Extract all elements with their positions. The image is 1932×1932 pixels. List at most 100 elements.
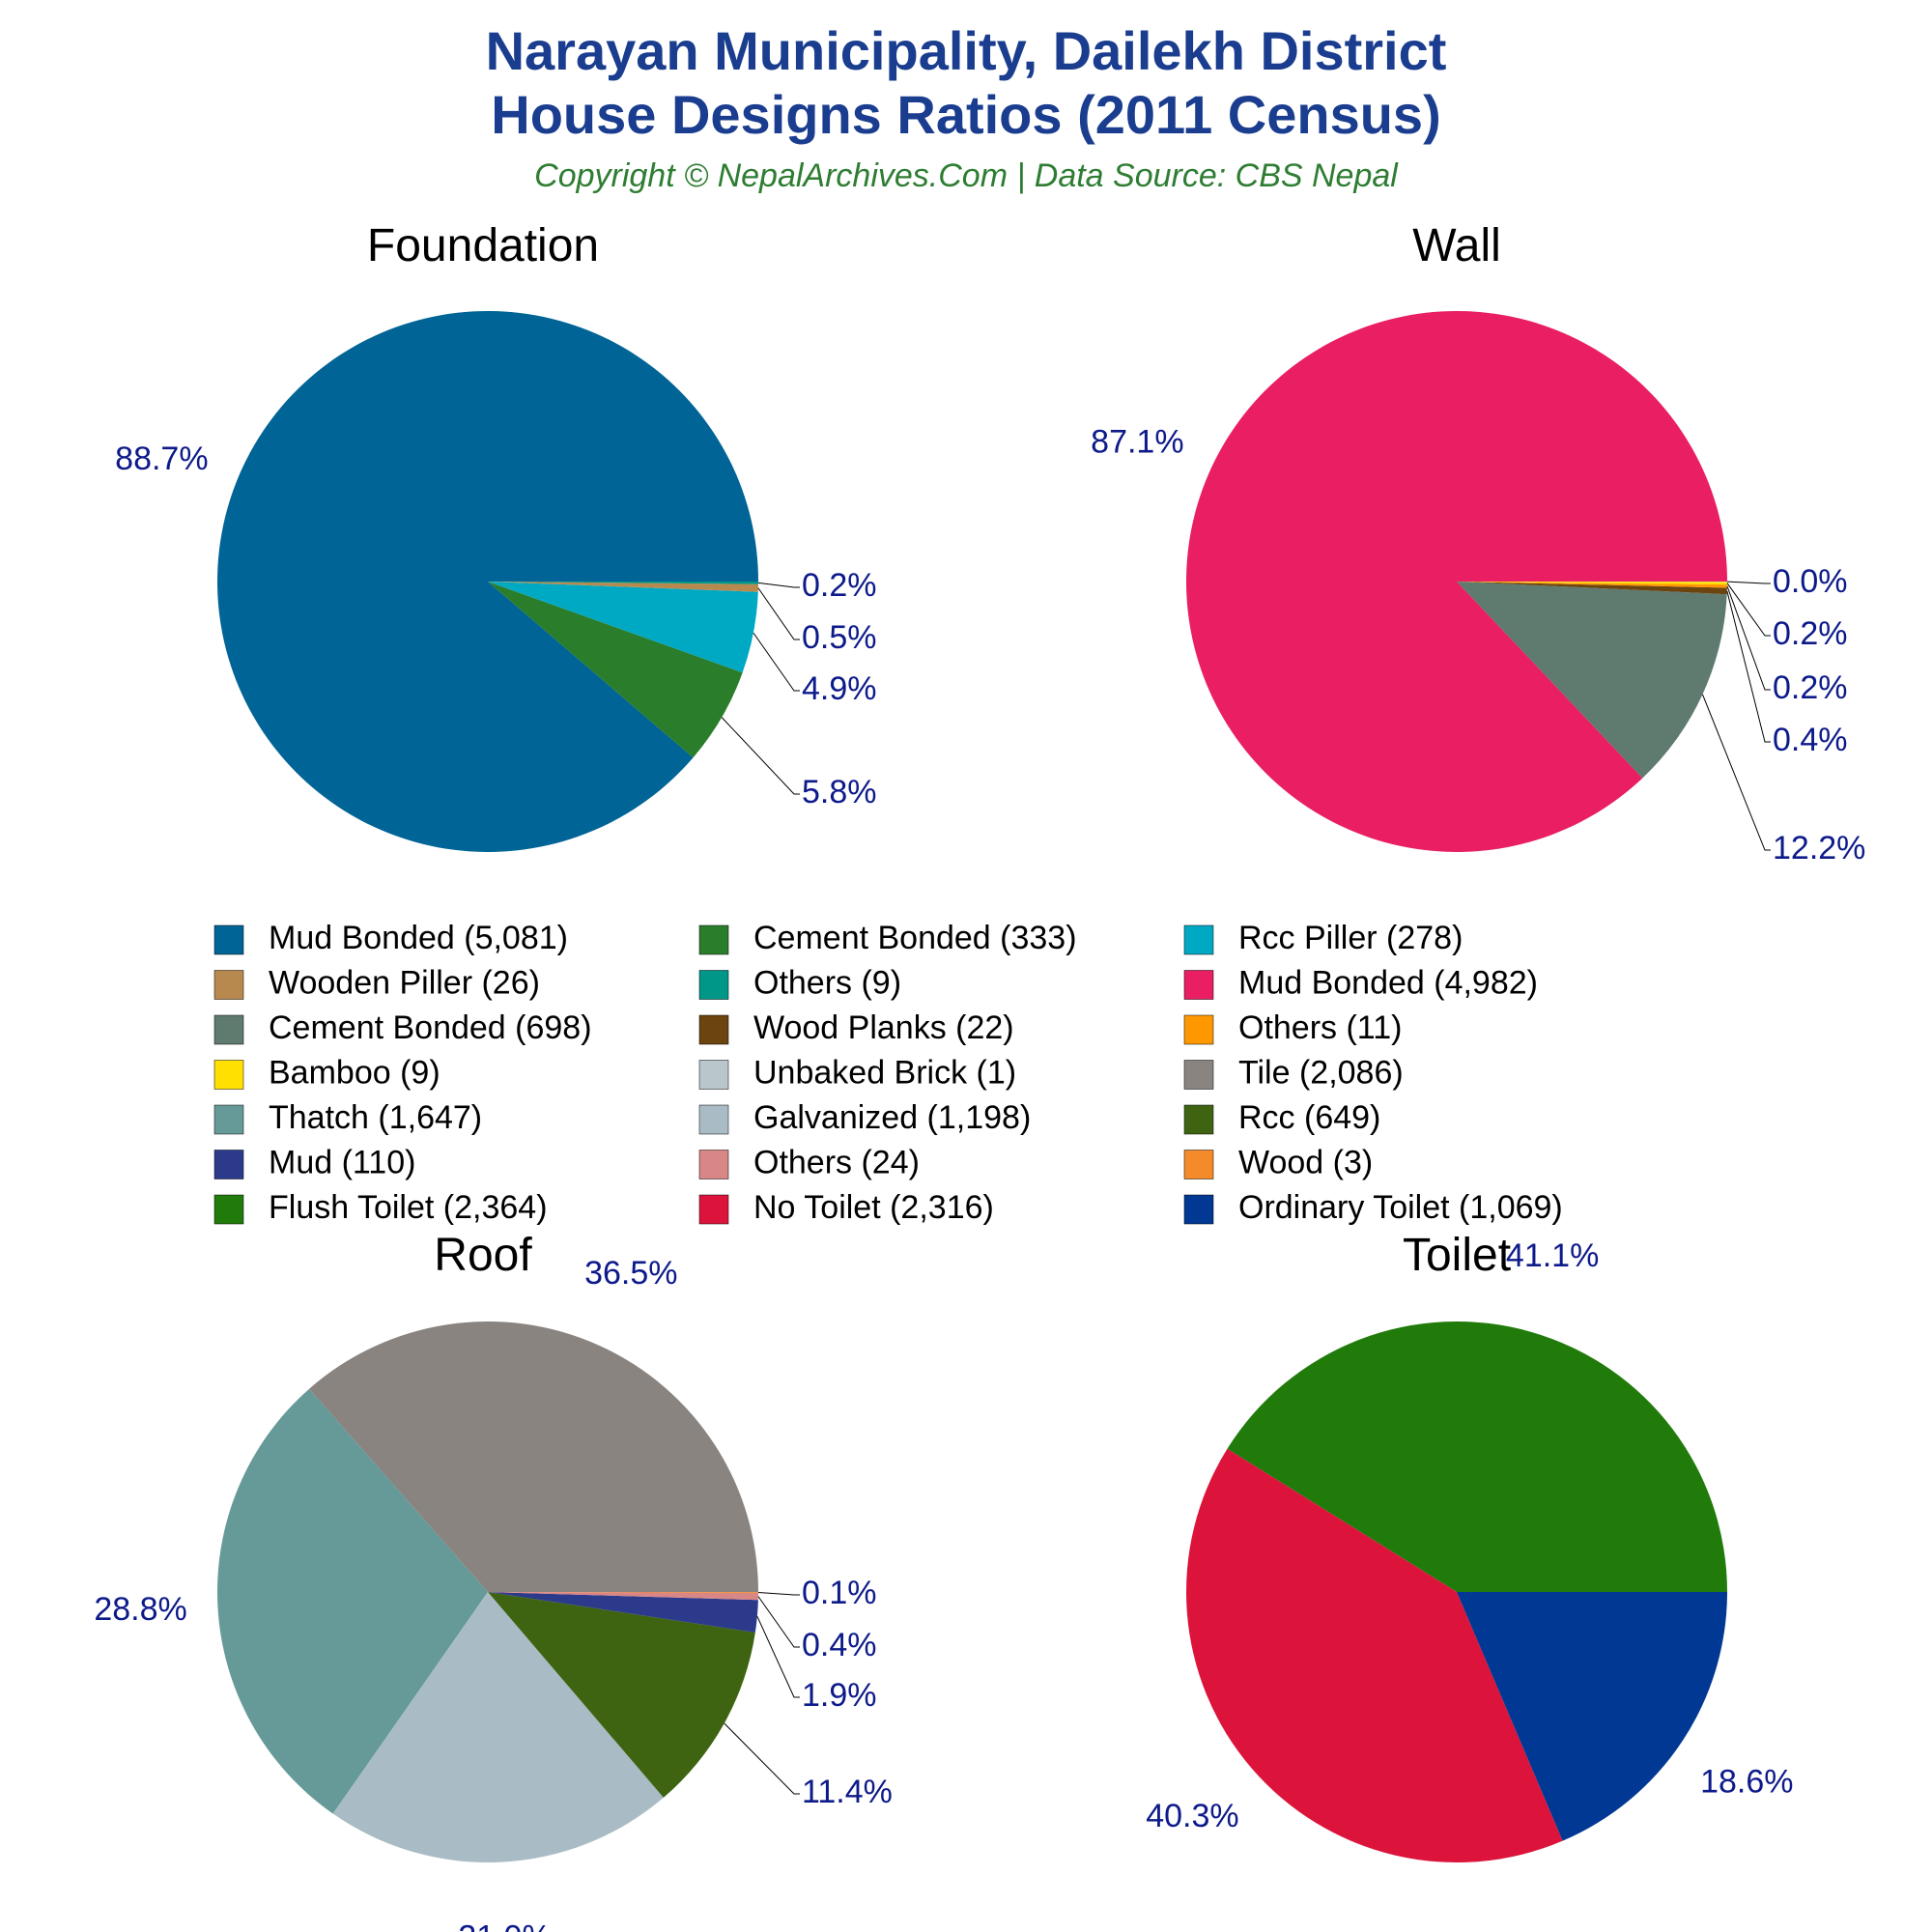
pie-roof: 36.5% 28.8% 21.0% 0.1% 0.4% 1.9% 11.4% [94, 1255, 893, 1932]
pie-slice-foundation-rcc-piller [488, 582, 758, 673]
pie-slice-roof-galvanized [332, 1592, 664, 1862]
legend-swatch [698, 924, 729, 955]
chart-title-line1: Narayan Municipality, Dailekh District [486, 20, 1447, 81]
legend-label: Wooden Piller (26) [269, 964, 540, 1001]
pct-label-toilet-0: 41.1% [1506, 1237, 1599, 1274]
legend-label: Others (11) [1238, 1009, 1402, 1046]
pie-slice-roof-mud [488, 1592, 758, 1633]
legend-label: Ordinary Toilet (1,069) [1238, 1189, 1563, 1226]
legend-label: Thatch (1,647) [269, 1099, 482, 1136]
legend-label: Cement Bonded (333) [753, 920, 1077, 956]
pct-label-roof-3: 11.4% [802, 1774, 893, 1810]
pie-slice-wall-bamboo [1457, 582, 1727, 585]
legend-swatch [698, 1150, 729, 1179]
legend-swatch [213, 970, 244, 1000]
legend-swatch [213, 1150, 244, 1179]
pie-slice-toilet-flush-toilet [1227, 1321, 1727, 1592]
pct-label-roof-5: 0.4% [802, 1627, 877, 1663]
pct-label-wall-3: 0.2% [1773, 669, 1848, 706]
legend-label: Mud Bonded (4,982) [1238, 964, 1538, 1001]
leader-line-foundation-2 [753, 632, 800, 692]
legend-label: Mud Bonded (5,081) [269, 920, 568, 956]
legend-swatch [1183, 970, 1214, 1000]
legend-swatch [1183, 1060, 1214, 1090]
pie-slice-roof-wood [488, 1592, 759, 1593]
legend-label: Rcc (649) [1238, 1099, 1380, 1136]
pie-slice-roof-tile [308, 1321, 759, 1592]
legend-swatch [1183, 1014, 1214, 1045]
pie-slice-roof-thatch [216, 1388, 488, 1814]
legend-label: Others (24) [753, 1144, 920, 1180]
pct-label-foundation-1: 5.8% [802, 774, 877, 810]
legend-swatch [1183, 1150, 1214, 1179]
pie-slice-foundation-wooden-piller [488, 582, 758, 592]
pie-wall: 87.1% 0.0% 0.2% 0.2% 0.4% 12.2% [1091, 310, 1865, 867]
pct-label-roof-6: 0.1% [802, 1575, 877, 1611]
leader-line-roof-3 [724, 1722, 800, 1795]
pie-foundation: 88.7% 0.2% 0.5% 4.9% 5.8% [115, 310, 877, 853]
pie-title-foundation: Foundation [367, 220, 599, 271]
legend-label: Flush Toilet (2,364) [269, 1189, 548, 1226]
chart-title-line2: House Designs Ratios (2011 Census) [491, 84, 1440, 145]
legend-label: Mud (110) [269, 1144, 415, 1180]
legend-swatch [1183, 1194, 1214, 1225]
pie-slice-foundation-cement-bonded [488, 582, 743, 758]
pie-slice-toilet-ordinary-toilet [1457, 1592, 1728, 1841]
leader-line-foundation-3 [757, 587, 800, 640]
leader-line-roof-4 [756, 1615, 800, 1698]
pie-slice-toilet-no-toilet [1186, 1448, 1563, 1862]
leader-line-wall-1 [1702, 694, 1771, 851]
legend-swatch [213, 1060, 244, 1090]
chart-subtitle: Copyright © NepalArchives.Com | Data Sou… [534, 157, 1399, 194]
pct-label-wall-0: 87.1% [1091, 424, 1183, 461]
legend-label: Rcc Piller (278) [1238, 920, 1463, 956]
legend: Mud Bonded (5,081) Cement Bonded (333) Rcc… [213, 920, 1563, 1226]
pct-label-roof-2: 21.0% [458, 1919, 551, 1932]
leader-line-roof-6 [757, 1591, 800, 1596]
pct-label-foundation-4: 0.2% [802, 567, 877, 604]
leader-line-roof-5 [757, 1596, 800, 1648]
pie-slice-wall-others [1457, 582, 1727, 588]
leader-line-wall-2 [1726, 590, 1771, 743]
legend-label: Unbaked Brick (1) [753, 1054, 1016, 1091]
pie-slice-wall-cement-bonded [1457, 582, 1727, 779]
pct-label-foundation-2: 4.9% [802, 670, 877, 707]
legend-swatch [698, 1060, 729, 1090]
pct-label-toilet-1: 40.3% [1146, 1798, 1238, 1834]
pct-label-foundation-0: 88.7% [115, 440, 208, 477]
pct-label-roof-4: 1.9% [802, 1677, 877, 1714]
pct-label-foundation-3: 0.5% [802, 619, 877, 656]
legend-label: Galvanized (1,198) [753, 1099, 1031, 1136]
pct-label-wall-2: 0.4% [1773, 722, 1848, 758]
legend-label: Tile (2,086) [1238, 1054, 1404, 1091]
pie-slice-wall-mud-bonded [1186, 310, 1727, 852]
pie-slice-roof-others [488, 1592, 758, 1601]
leader-line-wall-5 [1726, 581, 1771, 584]
pct-label-wall-1: 12.2% [1773, 830, 1865, 867]
pie-toilet: 41.1% 40.3% 18.6% [1146, 1237, 1794, 1862]
pie-title-toilet: Toilet [1403, 1230, 1511, 1281]
legend-label: Others (9) [753, 964, 901, 1001]
pct-label-roof-1: 28.8% [94, 1591, 186, 1628]
legend-label: Wood (3) [1238, 1144, 1373, 1180]
legend-label: Bamboo (9) [269, 1054, 440, 1091]
pies-layer: 88.7% 0.2% 0.5% 4.9% 5.8% 87.1% 0.0% 0.2% 0.2% 0.… [94, 310, 1865, 1932]
legend-swatch [698, 970, 729, 1000]
legend-swatch [213, 1194, 244, 1225]
legend-swatch [1183, 1104, 1214, 1135]
legend-swatch [213, 1104, 244, 1135]
pie-slice-foundation-others [488, 582, 758, 584]
legend-swatch [698, 1194, 729, 1225]
legend-swatch [698, 1104, 729, 1135]
legend-label: Cement Bonded (698) [269, 1009, 592, 1046]
pie-slice-roof-rcc [488, 1592, 755, 1798]
pct-label-roof-0: 36.5% [584, 1255, 677, 1292]
legend-label: Wood Planks (22) [753, 1009, 1014, 1046]
leader-line-foundation-1 [721, 717, 800, 795]
leader-line-wall-3 [1726, 585, 1771, 691]
legend-swatch [1183, 924, 1214, 955]
legend-label: No Toilet (2,316) [753, 1189, 994, 1226]
pct-label-toilet-2: 18.6% [1700, 1764, 1793, 1801]
leader-line-wall-4 [1726, 582, 1771, 637]
